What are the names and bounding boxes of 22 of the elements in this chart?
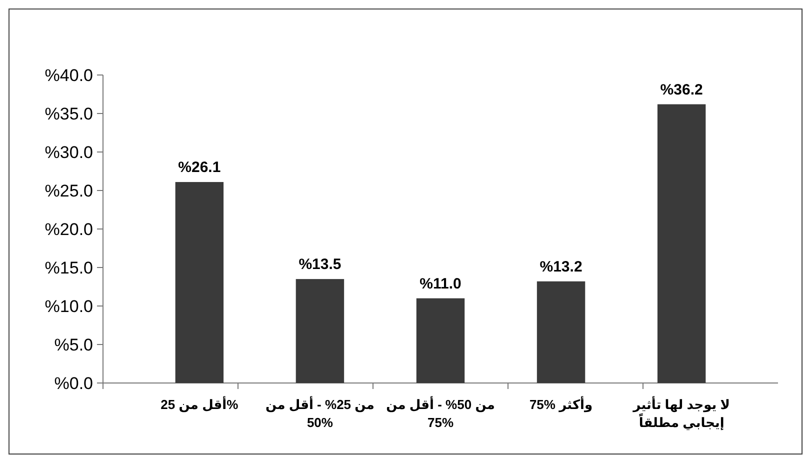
bar: [175, 182, 224, 383]
data-label: %13.5: [298, 256, 342, 274]
data-label: %13.2: [540, 258, 582, 276]
y-tick-label: %10.0: [44, 296, 93, 316]
y-tick-label: %25.0: [44, 181, 93, 200]
y-tick-label: %15.0: [44, 258, 93, 278]
y-tick-label: %35.0: [44, 104, 93, 124]
bar: [536, 281, 586, 383]
bar: [416, 298, 465, 383]
data-label: %36.2: [660, 81, 703, 98]
y-tick-label: %20.0: [44, 220, 93, 239]
x-tick-label: لا يوجد لها تأثير إيجابي مطلقاً: [632, 396, 730, 431]
data-label: %26.1: [178, 159, 221, 176]
x-tick-label: 75% وأكثر: [529, 396, 593, 413]
data-label: %11.0: [420, 275, 462, 292]
y-tick-label: %30.0: [44, 142, 93, 162]
y-tick-label: %0.0: [54, 374, 93, 393]
x-tick-label: أقل من 25%: [160, 396, 239, 413]
bar: [657, 104, 706, 383]
y-tick-label: %5.0: [54, 335, 93, 354]
y-tick-label: %40.0: [44, 66, 93, 85]
bar: [296, 279, 344, 383]
